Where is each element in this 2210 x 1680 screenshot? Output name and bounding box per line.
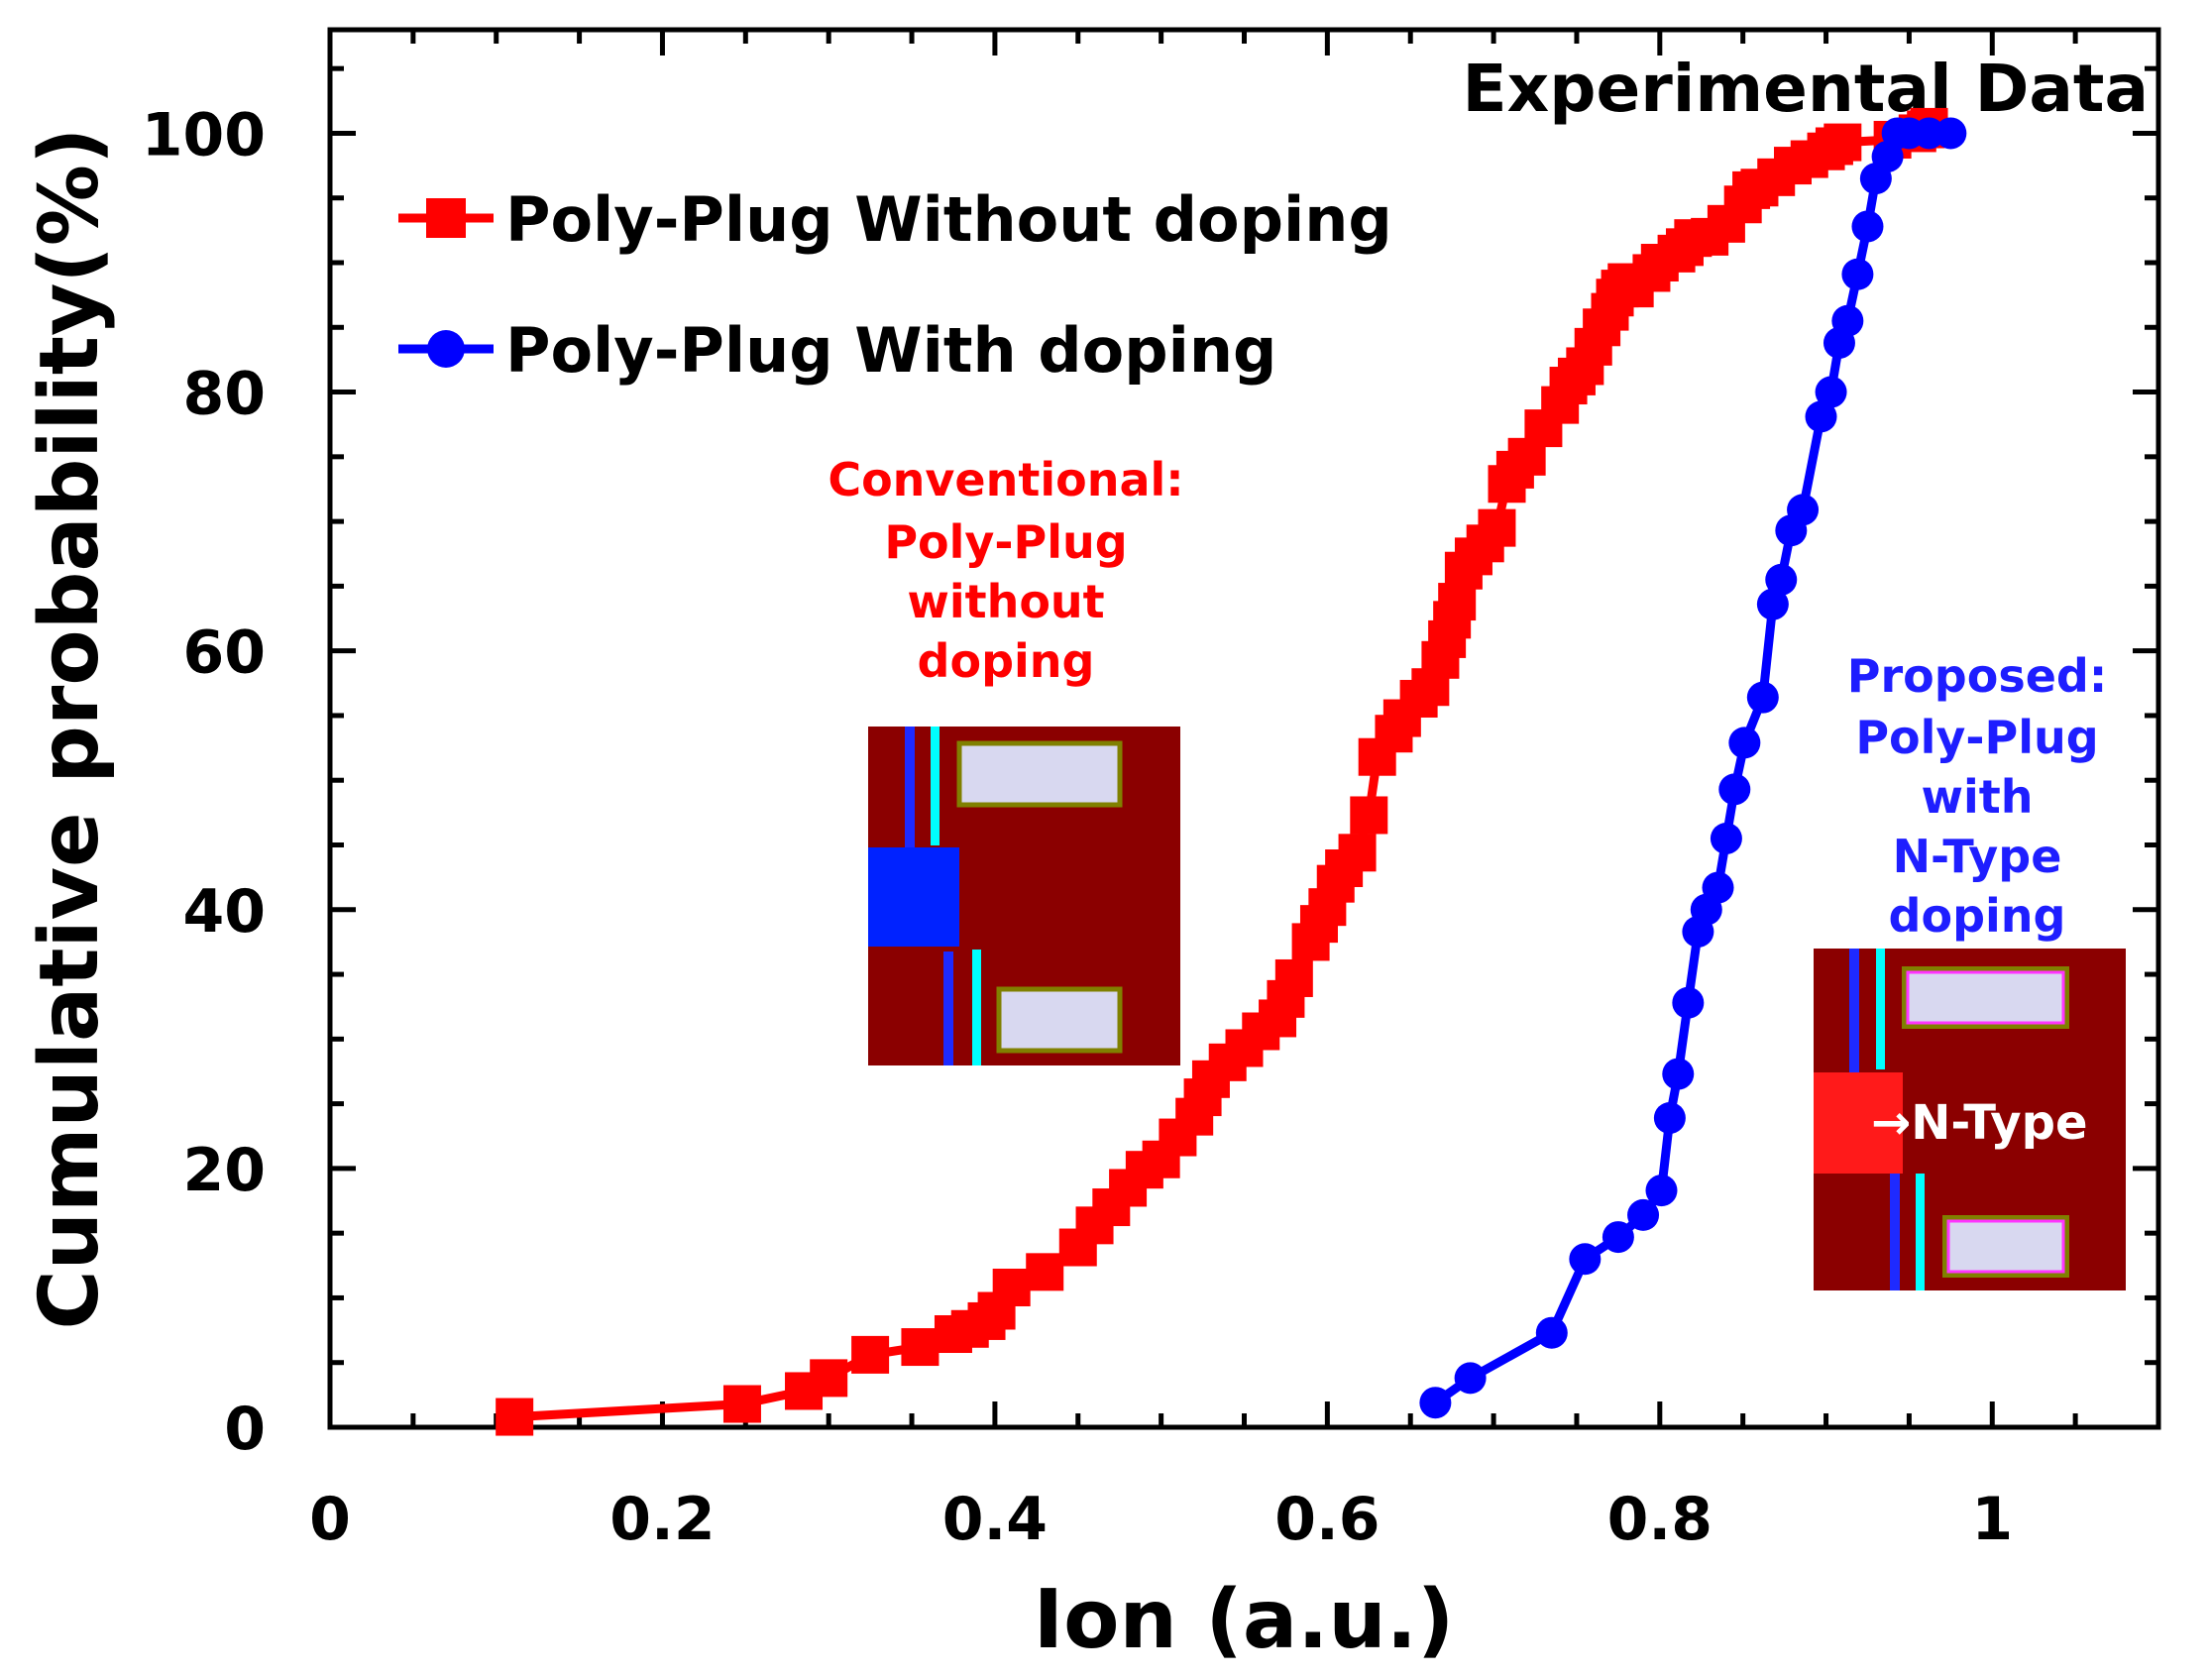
data-point-square bbox=[1823, 123, 1862, 162]
gate-bottom-outline bbox=[1946, 1219, 2065, 1274]
data-point-square bbox=[1478, 508, 1516, 547]
liner bbox=[1876, 949, 1885, 1069]
liner bbox=[972, 950, 981, 1065]
x-tick-label: 0.8 bbox=[1607, 1485, 1713, 1554]
data-point-circle bbox=[1569, 1243, 1602, 1276]
data-point-square bbox=[722, 1385, 761, 1423]
x-tick-label: 1 bbox=[1971, 1485, 2013, 1554]
legend-label-without-doping: Poly-Plug Without doping bbox=[505, 183, 1392, 256]
y-tick-label: 80 bbox=[183, 360, 267, 429]
data-point-square bbox=[1274, 958, 1313, 997]
data-point-circle bbox=[1627, 1198, 1660, 1231]
inset-proposed: Proposed: Poly-Plug with N-Type doping →… bbox=[1814, 649, 2126, 1290]
data-point-circle bbox=[1419, 1387, 1452, 1419]
legend-square-marker bbox=[426, 198, 466, 238]
gate-top bbox=[1902, 966, 2069, 1029]
x-tick-label: 0.2 bbox=[609, 1485, 715, 1554]
x-axis-label: Ion (a.u.) bbox=[1034, 1573, 1455, 1667]
n-type-annotation: →N-Type bbox=[1871, 1095, 2088, 1151]
data-point-circle bbox=[1831, 304, 1864, 337]
data-point-circle bbox=[1756, 588, 1789, 620]
inset-conventional-caption-2: Poly-Plug bbox=[884, 515, 1127, 569]
y-tick-label: 60 bbox=[183, 618, 267, 688]
inset-conventional-caption-3: without bbox=[907, 575, 1104, 628]
data-point-square bbox=[1338, 834, 1377, 872]
liner bbox=[1916, 1174, 1925, 1290]
y-axis-label: Cumulative probability(%) bbox=[23, 127, 117, 1329]
vertical-line bbox=[1890, 1172, 1900, 1290]
data-point-square bbox=[496, 1398, 534, 1436]
data-point-circle bbox=[1851, 210, 1884, 243]
inset-proposed-caption-2: Poly-Plug bbox=[1855, 711, 2098, 764]
data-point-circle bbox=[1805, 400, 1837, 433]
gate-bottom bbox=[1942, 1215, 2069, 1278]
y-tick-label: 0 bbox=[224, 1395, 266, 1464]
x-tick-label: 0 bbox=[309, 1485, 351, 1554]
gate-top-outline bbox=[1906, 970, 2065, 1025]
inset-conventional-structure-diagram bbox=[868, 727, 1180, 1065]
axis-ticks bbox=[327, 30, 2161, 1430]
data-point-circle bbox=[1841, 258, 1874, 290]
inset-proposed-caption-4: N-Type bbox=[1893, 830, 2062, 883]
inset-proposed-caption-3: with bbox=[1921, 770, 2033, 824]
legend-circle-marker bbox=[427, 330, 465, 368]
data-point-circle bbox=[1454, 1362, 1487, 1395]
data-point-square bbox=[1350, 796, 1388, 835]
legend: Poly-Plug Without doping Poly-Plug With … bbox=[398, 183, 1392, 387]
data-point-circle bbox=[1602, 1221, 1634, 1254]
inset-proposed-caption-5: doping bbox=[1889, 889, 2066, 943]
poly-plug bbox=[868, 847, 959, 947]
liner bbox=[931, 727, 939, 845]
gate-top bbox=[956, 740, 1123, 808]
data-point-square bbox=[901, 1328, 939, 1367]
inset-conventional-caption-4: doping bbox=[918, 634, 1095, 688]
n-type-doped-plug bbox=[1814, 1072, 1903, 1174]
inset-proposed-structure-diagram: →N-Type bbox=[1814, 949, 2126, 1290]
data-point-square bbox=[1026, 1253, 1064, 1291]
legend-label-with-doping: Poly-Plug With doping bbox=[505, 314, 1276, 387]
data-point-circle bbox=[1535, 1316, 1568, 1349]
series-without-doping bbox=[496, 107, 1948, 1436]
inset-conventional: Conventional: Poly-Plug without doping bbox=[828, 453, 1184, 1065]
data-point-square bbox=[851, 1335, 890, 1374]
legend-entry-without-doping: Poly-Plug Without doping bbox=[398, 183, 1392, 256]
vertical-line bbox=[1849, 949, 1859, 1072]
y-tick-labels: 0 20 40 60 80 100 bbox=[142, 100, 266, 1464]
x-tick-label: 0.6 bbox=[1274, 1485, 1380, 1554]
data-point-circle bbox=[1765, 563, 1798, 596]
data-point-circle bbox=[1702, 871, 1734, 904]
y-tick-label: 40 bbox=[183, 877, 267, 947]
chart-title: Experimental Data bbox=[1463, 51, 2149, 127]
data-point-circle bbox=[1787, 494, 1820, 526]
gate-bottom bbox=[996, 986, 1123, 1054]
data-point-circle bbox=[1653, 1101, 1686, 1134]
vertical-line bbox=[905, 727, 915, 855]
x-tick-label: 0.4 bbox=[942, 1485, 1048, 1554]
data-point-circle bbox=[1746, 681, 1779, 714]
data-point-square bbox=[992, 1269, 1031, 1306]
inset-conventional-caption-1: Conventional: bbox=[828, 453, 1183, 506]
y-tick-label: 100 bbox=[142, 100, 266, 169]
data-point-circle bbox=[1672, 986, 1705, 1019]
data-point-circle bbox=[1662, 1058, 1695, 1090]
y-tick-label: 20 bbox=[183, 1136, 267, 1205]
data-point-circle bbox=[1710, 822, 1742, 854]
data-point-circle bbox=[1815, 376, 1847, 408]
data-point-circle bbox=[1934, 117, 1967, 150]
data-point-circle bbox=[1728, 727, 1761, 759]
data-point-circle bbox=[1718, 773, 1751, 806]
series-with-doping bbox=[1419, 117, 1967, 1419]
data-point-square bbox=[810, 1359, 848, 1398]
inset-proposed-caption-1: Proposed: bbox=[1847, 649, 2107, 703]
x-tick-labels: 0 0.2 0.4 0.6 0.8 1 bbox=[309, 1485, 2013, 1554]
legend-entry-with-doping: Poly-Plug With doping bbox=[398, 314, 1276, 387]
data-point-circle bbox=[1645, 1175, 1678, 1207]
vertical-line bbox=[943, 952, 953, 1065]
